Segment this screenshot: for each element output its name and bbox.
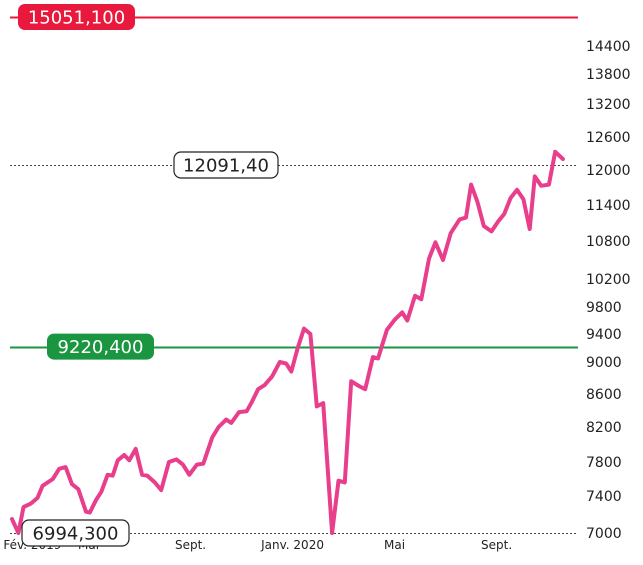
reference-lines [10,16,578,534]
y-tick-label: 13800 [586,67,631,83]
reference-badge-label-3: 6994,300 [33,524,119,545]
reference-badge-label-1: 12091,40 [183,155,269,176]
y-tick-label: 11400 [586,198,631,214]
y-tick-label: 7400 [586,489,622,505]
y-tick-label: 7000 [586,526,622,542]
y-tick-label: 9000 [586,355,622,371]
x-tick-label: Janv. 2020 [260,538,324,552]
reference-badge-label-0: 15051,100 [28,8,125,29]
y-tick-label: 8600 [586,387,622,403]
series-line-0 [10,149,565,535]
reference-labels: 15051,100 12091,40 9220,400 6994,300 [18,4,279,547]
y-tick-label: 10800 [586,234,631,250]
x-tick-label: Sept. [481,538,512,552]
y-tick-label: 12000 [586,163,631,179]
y-tick-label: 9800 [586,300,622,316]
y-axis: 7000 7400 7800 8200 8600 9000 9400 9800 10200 108… [586,39,631,542]
y-tick-label: 7800 [586,455,622,471]
x-tick-label: Sept. [175,538,206,552]
y-tick-label: 9400 [586,327,622,343]
x-tick-label: Mai [384,538,405,552]
y-tick-label: 13200 [586,97,631,113]
y-tick-label: 8200 [586,420,622,436]
y-tick-label: 10200 [586,272,631,288]
series-group [10,149,565,535]
y-tick-label: 14400 [586,39,631,55]
reference-badge-0 [18,4,135,30]
reference-badge-label-2: 9220,400 [58,337,144,358]
reference-badge-1 [173,151,279,179]
reference-badge-2 [47,333,154,360]
reference-badge-3 [21,519,130,547]
y-tick-label: 12600 [586,130,631,146]
